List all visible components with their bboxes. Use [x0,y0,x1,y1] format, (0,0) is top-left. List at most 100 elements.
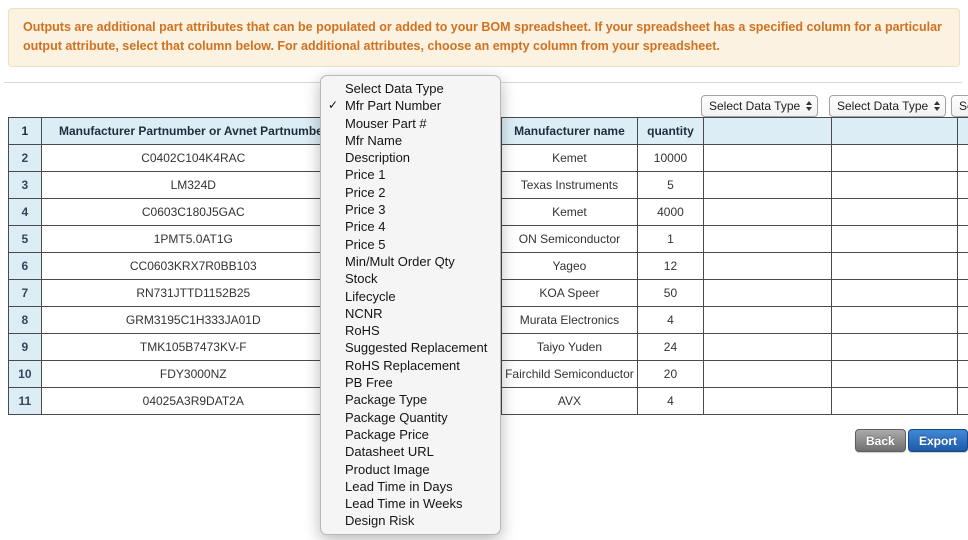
empty-cell [830,171,959,199]
row-number-cell: 2 [8,144,42,172]
menu-item[interactable]: Price 3 [321,201,500,218]
menu-item[interactable]: Lead Time in Weeks [321,495,500,512]
menu-item[interactable]: Package Quantity [321,409,500,426]
empty-cell [830,333,959,361]
row-number-cell: 10 [8,360,42,388]
quantity-cell: 5 [636,171,705,199]
menu-item[interactable]: Suggested Replacement [321,339,500,356]
menu-item-label: Lead Time in Days [345,478,453,494]
menu-item[interactable]: Min/Mult Order Qty [321,253,500,270]
row-number-cell: 4 [8,198,42,226]
row-number-cell: 5 [8,225,42,253]
empty-cell [830,360,959,388]
empty-cell [957,252,968,280]
manufacturer-cell: Texas Instruments [501,171,638,199]
column-data-type-select[interactable]: Select Data Type [701,95,818,117]
menu-item[interactable]: Price 5 [321,236,500,253]
menu-item-label: Package Type [345,392,428,408]
quantity-cell: 20 [636,360,705,388]
empty-cell [703,306,832,334]
menu-item[interactable]: Lead Time in Days [321,478,500,495]
menu-item[interactable]: PB Free [321,374,500,391]
menu-item[interactable]: Design Risk [321,512,500,529]
menu-item-label: Design Risk [345,513,415,529]
menu-item-label: Price 1 [345,167,386,183]
part-number-cell: CC0603KRX7R0BB103 [40,252,346,280]
manufacturer-cell: AVX [501,387,638,415]
quantity-cell: 24 [636,333,705,361]
menu-item[interactable]: Datasheet URL [321,443,500,460]
row-number-cell: 7 [8,279,42,307]
empty-cell [830,306,959,334]
quantity-cell: 12 [636,252,705,280]
part-number-cell: RN731JTTD1152B25 [40,279,346,307]
empty-cell [703,360,832,388]
menu-item[interactable]: Description [321,149,500,166]
menu-item[interactable]: Mfr Name [321,132,500,149]
row-number-cell: 1 [8,117,42,145]
quantity-cell: 10000 [636,144,705,172]
menu-item-label: Lead Time in Weeks [345,496,463,512]
menu-item-label: Select Data Type [345,81,444,96]
menu-item[interactable]: Package Price [321,426,500,443]
part-number-cell: LM324D [40,171,346,199]
menu-item[interactable]: Product Image [321,461,500,478]
column-data-type-select[interactable]: Select Data Type [951,95,968,117]
menu-item-label: Package Price [345,426,429,442]
menu-item-label: Mouser Part # [345,115,427,131]
menu-item[interactable]: RoHS [321,322,500,339]
menu-item[interactable]: Mouser Part # [321,115,500,132]
select-label: Select Data Type [709,99,801,113]
empty-cell [703,252,832,280]
empty-cell [830,387,959,415]
part-number-cell: TMK105B7473KV-F [40,333,346,361]
menu-item-label: Price 4 [345,219,386,235]
part-number-cell: FDY3000NZ [40,360,346,388]
menu-item[interactable]: Lifecycle [321,288,500,305]
empty-cell [703,225,832,253]
menu-item[interactable]: Select Data Type [321,80,500,97]
menu-item[interactable]: Price 2 [321,184,500,201]
manufacturer-cell: Yageo [501,252,638,280]
header-part-number: Manufacturer Partnumber or Avnet Partnum… [40,117,346,145]
back-button[interactable]: Back [855,429,906,452]
menu-item-label: PB Free [345,375,393,391]
header-cell-empty [703,117,832,145]
header-cell-empty [957,117,968,145]
row-number-cell: 6 [8,252,42,280]
part-number-cell: 1PMT5.0AT1G [40,225,346,253]
empty-cell [957,279,968,307]
empty-cell [703,144,832,172]
select-label: Select Data Type [837,99,929,113]
menu-item-label: NCNR [345,305,383,321]
menu-item[interactable]: Price 1 [321,166,500,183]
empty-cell [957,225,968,253]
up-down-arrows-icon [806,101,812,111]
menu-item[interactable]: RoHS Replacement [321,357,500,374]
export-button[interactable]: Export [908,429,968,452]
up-down-arrows-icon [934,101,940,111]
menu-item[interactable]: Price 4 [321,218,500,235]
row-number-cell: 8 [8,306,42,334]
menu-item-label: RoHS Replacement [345,357,460,373]
empty-cell [957,360,968,388]
part-number-cell: 04025A3R9DAT2A [40,387,346,415]
menu-item[interactable]: ✓ Mfr Part Number [321,97,500,114]
row-number-cell: 3 [8,171,42,199]
menu-item-label: Min/Mult Order Qty [345,253,455,269]
empty-cell [957,306,968,334]
empty-cell [830,144,959,172]
part-number-cell: GRM3195C1H333JA01D [40,306,346,334]
menu-item[interactable]: Package Type [321,391,500,408]
empty-cell [703,333,832,361]
manufacturer-cell: Kemet [501,198,638,226]
part-number-cell: C0402C104K4RAC [40,144,346,172]
empty-cell [957,333,968,361]
manufacturer-cell: Fairchild Semiconductor [501,360,638,388]
select-label: Select Data Type [959,99,968,113]
column-data-type-select[interactable]: Select Data Type [829,95,946,117]
menu-item[interactable]: Stock [321,270,500,287]
table-row: 5 1PMT5.0AT1G ON Semiconductor 1 [8,225,968,253]
menu-item[interactable]: NCNR [321,305,500,322]
menu-item-label: Description [345,150,411,166]
